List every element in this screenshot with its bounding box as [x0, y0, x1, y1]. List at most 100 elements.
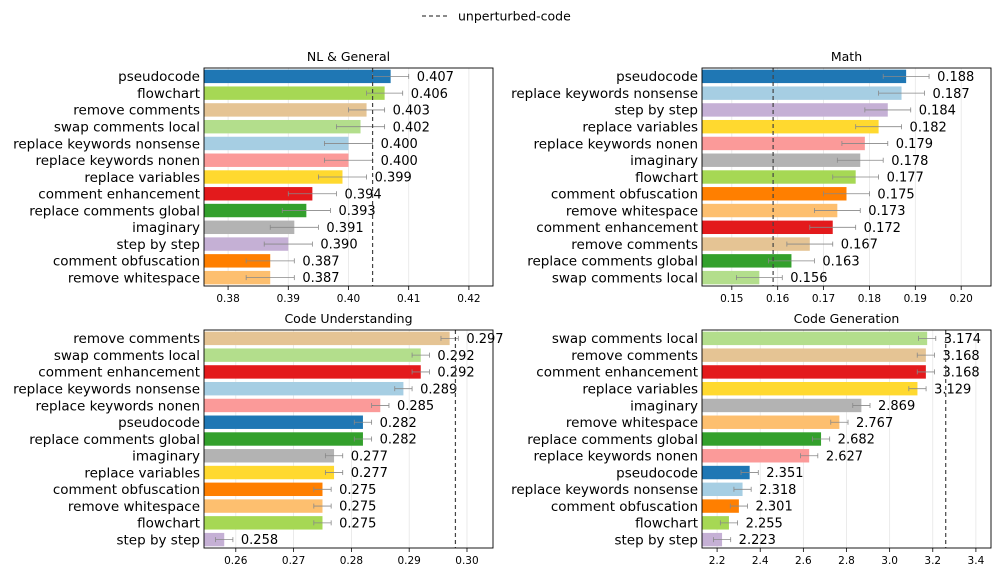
value-label: 0.163	[822, 254, 859, 269]
x-tick-label: 0.16	[766, 293, 790, 305]
category-label: swap comments local	[552, 331, 698, 347]
bar-replace-keywords-nonen	[204, 153, 349, 167]
value-label: 0.399	[375, 171, 412, 186]
bar-remove-comments	[204, 331, 450, 346]
category-label: remove comments	[571, 237, 698, 253]
bar-remove-whitespace	[702, 203, 838, 218]
x-tick-label: 0.27	[282, 555, 305, 567]
error-bar	[411, 369, 430, 375]
value-label: 3.129	[934, 382, 971, 397]
category-label: imaginary	[630, 153, 698, 169]
category-label: swap comments local	[54, 119, 200, 135]
bar-step-by-step	[702, 103, 888, 117]
value-label: 0.277	[351, 466, 388, 481]
error-bar	[908, 386, 927, 392]
bar-replace-keywords-nonsense	[204, 136, 349, 151]
value-label: 0.289	[420, 382, 457, 397]
category-label: replace keywords nonsense	[511, 482, 698, 498]
error-bar	[841, 140, 889, 146]
value-label: 2.301	[756, 500, 793, 515]
value-label: 0.400	[381, 137, 418, 152]
value-label: 0.275	[339, 500, 376, 515]
bar-replace-comments-global	[204, 203, 307, 218]
category-label: replace variables	[84, 170, 200, 186]
category-label: imaginary	[132, 220, 200, 236]
category-label: remove whitespace	[68, 270, 200, 286]
category-label: replace comments global	[527, 432, 698, 448]
category-label: remove whitespace	[566, 415, 698, 431]
category-label: replace keywords nonsense	[511, 86, 698, 102]
value-label: 3.168	[942, 366, 979, 381]
error-bar	[855, 124, 902, 130]
x-tick-label: 0.19	[904, 293, 927, 305]
x-tick-label: 0.30	[455, 555, 478, 567]
error-bar	[864, 107, 912, 113]
bar-pseudocode	[702, 69, 907, 84]
bar-swap-comments-local	[702, 270, 760, 285]
error-bar	[830, 419, 849, 425]
category-label: flowchart	[635, 516, 698, 532]
error-bar	[736, 275, 783, 281]
category-label: replace keywords nonsense	[13, 136, 200, 152]
error-bar	[836, 157, 884, 163]
x-tick-label: 3.4	[968, 555, 985, 567]
error-bar	[800, 453, 819, 459]
category-label: replace keywords nonen	[35, 398, 200, 414]
value-label: 0.292	[437, 349, 474, 364]
error-bar	[813, 208, 861, 214]
bar-replace-keywords-nonen	[204, 398, 381, 413]
value-label: 0.182	[910, 120, 947, 135]
x-tick-label: 0.41	[397, 293, 420, 305]
bar-replace-keywords-nonen	[702, 136, 865, 151]
bar-replace-comments-global	[702, 432, 822, 446]
category-label: pseudocode	[118, 415, 200, 431]
bar-remove-comments	[702, 348, 926, 362]
category-label: replace comments global	[29, 432, 200, 448]
error-bar	[812, 436, 831, 442]
x-tick-label: 0.38	[216, 293, 239, 305]
error-bar	[336, 124, 386, 130]
category-label: pseudocode	[616, 465, 698, 481]
error-bar	[317, 174, 367, 180]
bar-replace-keywords-nonsense	[204, 381, 404, 396]
category-label: pseudocode	[118, 69, 200, 85]
bar-step-by-step	[204, 532, 225, 547]
x-tick-label: 0.29	[397, 555, 420, 567]
x-tick-label: 0.28	[340, 555, 363, 567]
category-label: remove comments	[73, 103, 200, 119]
category-label: comment enhancement	[536, 220, 698, 236]
value-label: 0.179	[896, 137, 933, 152]
category-label: replace keywords nonen	[533, 136, 698, 152]
x-tick-label: 3.0	[881, 555, 898, 567]
error-bar	[832, 174, 880, 180]
category-label: replace keywords nonen	[35, 153, 200, 169]
bar-comment-obfuscation	[702, 499, 739, 513]
bar-remove-comments	[204, 103, 367, 117]
legend-label: unperturbed-code	[458, 9, 571, 24]
error-bar	[918, 335, 937, 341]
bar-flowchart	[702, 170, 856, 184]
category-label: comment enhancement	[536, 365, 698, 381]
bar-replace-keywords-nonsense	[702, 86, 902, 100]
error-bar	[215, 537, 234, 543]
value-label: 2.682	[838, 433, 875, 448]
category-label: replace variables	[84, 465, 200, 481]
category-label: remove whitespace	[68, 499, 200, 515]
bar-remove-whitespace	[204, 499, 323, 513]
category-label: comment enhancement	[38, 187, 200, 203]
value-label: 0.390	[320, 238, 357, 253]
bar-remove-whitespace	[204, 270, 271, 285]
bar-imaginary	[204, 449, 335, 463]
category-label: flowchart	[137, 516, 200, 532]
error-bar	[348, 107, 386, 113]
category-label: imaginary	[132, 449, 200, 465]
x-tick-label: 2.4	[752, 555, 769, 567]
category-label: step by step	[116, 532, 200, 548]
x-tick-label: 0.39	[277, 293, 300, 305]
x-tick-label: 2.8	[838, 555, 855, 567]
error-bar	[733, 486, 752, 492]
bar-step-by-step	[702, 532, 723, 547]
bar-remove-whitespace	[702, 415, 840, 429]
error-bar	[269, 224, 319, 230]
error-bar	[287, 191, 337, 197]
